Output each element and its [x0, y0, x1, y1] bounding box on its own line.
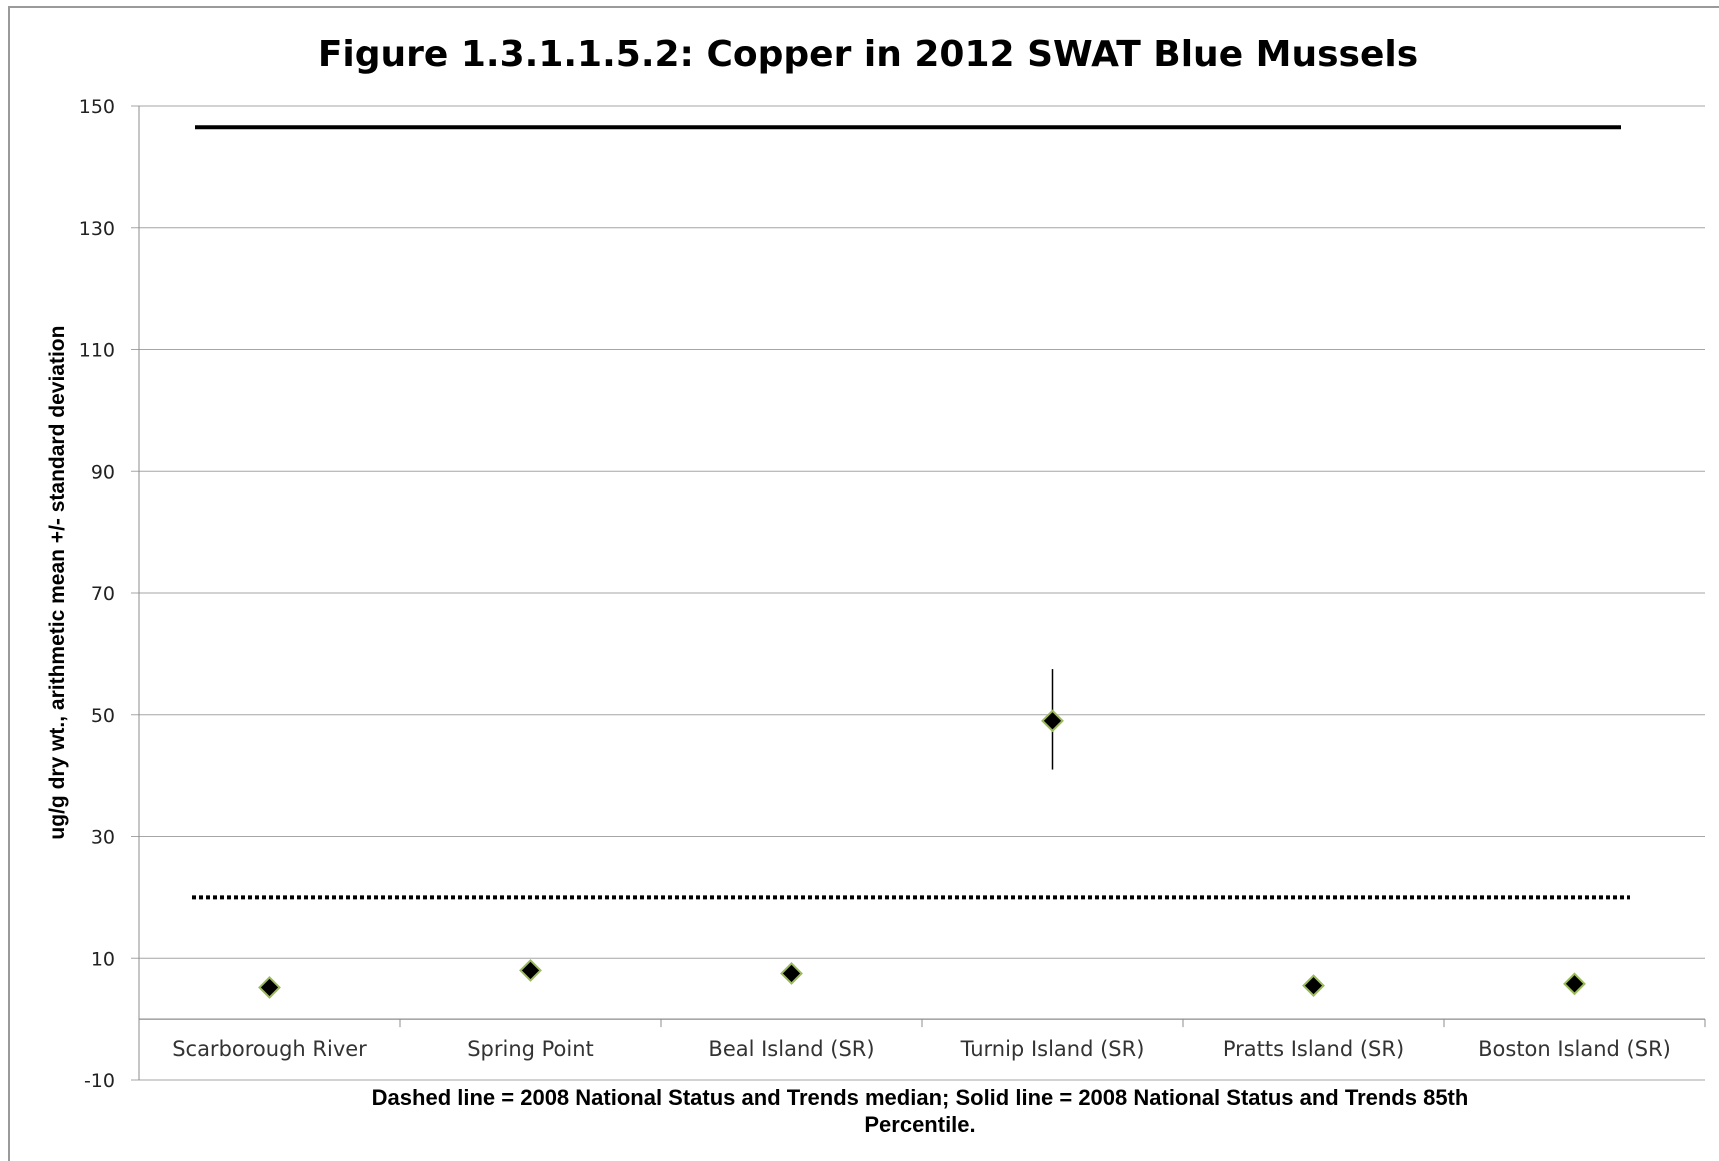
- x-tick-label: Spring Point: [467, 1037, 594, 1061]
- reference-lines: [192, 125, 1630, 900]
- x-tick-labels: Scarborough River Spring Point Beal Island…: [172, 1037, 1671, 1061]
- chart-frame: [8, 6, 1719, 1161]
- y-tick-label: 10: [91, 948, 115, 970]
- x-tick-label: Beal Island (SR): [708, 1037, 874, 1061]
- chart-note-line-2: Percentile.: [864, 1112, 975, 1137]
- y-tick-label: 50: [91, 705, 115, 727]
- x-tick-label: Pratts Island (SR): [1223, 1037, 1404, 1061]
- gridlines: [131, 105, 1705, 1081]
- y-axis-label: ug/g dry wt., arithmetic mean +/- standa…: [46, 326, 69, 840]
- x-tick-label: Turnip Island (SR): [960, 1037, 1145, 1061]
- x-tick-label: Scarborough River: [172, 1037, 367, 1061]
- data-point: [258, 976, 281, 999]
- y-tick-label: 70: [91, 583, 115, 605]
- x-tick-label: Boston Island (SR): [1478, 1037, 1671, 1061]
- data-points: [258, 709, 1586, 999]
- y-tick-label: 90: [91, 461, 115, 483]
- y-tick-label: 110: [79, 340, 115, 362]
- data-point: [780, 962, 803, 985]
- axes: [138, 106, 1706, 1080]
- y-tick-label: 130: [79, 218, 115, 240]
- data-point: [1302, 974, 1325, 998]
- y-tick-labels: 150 130 110 90 70 50 30 10 -10: [79, 96, 115, 1092]
- chart-title: Figure 1.3.1.1.5.2: Copper in 2012 SWAT …: [318, 34, 1418, 75]
- data-point: [1041, 709, 1064, 733]
- y-tick-label: 30: [91, 827, 115, 849]
- y-tick-label: 150: [79, 96, 115, 118]
- y-tick-label: -10: [84, 1070, 115, 1092]
- data-point: [1563, 972, 1586, 996]
- chart-note-line-1: Dashed line = 2008 National Status and T…: [372, 1085, 1469, 1110]
- data-point: [519, 959, 542, 982]
